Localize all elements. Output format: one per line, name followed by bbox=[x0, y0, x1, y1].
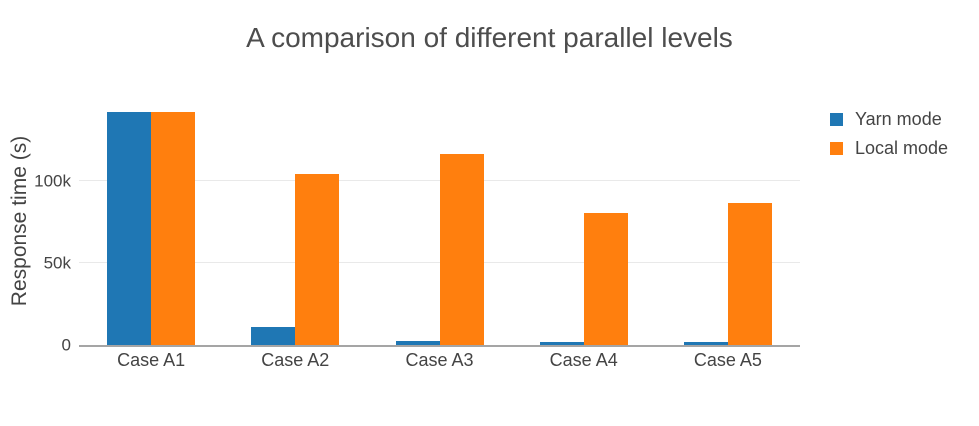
legend-item-local-mode[interactable]: Local mode bbox=[830, 137, 949, 159]
plot-area bbox=[79, 100, 800, 347]
y-tick-label-100k: 100k bbox=[34, 171, 71, 191]
legend-swatch-icon bbox=[830, 113, 843, 127]
x-tick-label-case-a1: Case A1 bbox=[117, 350, 186, 370]
legend-label: Yarn mode bbox=[855, 109, 942, 129]
legend-swatch-icon bbox=[830, 142, 843, 156]
x-tick-label-case-a4: Case A4 bbox=[549, 350, 618, 370]
bar-local-mode-case-a3[interactable] bbox=[439, 154, 484, 345]
x-tick-label-case-a5: Case A5 bbox=[693, 350, 762, 370]
x-tick-label-case-a2: Case A2 bbox=[261, 350, 330, 370]
chart-title: A comparison of different parallel level… bbox=[246, 22, 733, 53]
bar-local-mode-case-a1[interactable] bbox=[151, 111, 196, 345]
bar-yarn-mode-case-a5[interactable] bbox=[683, 342, 728, 345]
x-tick-label-case-a3: Case A3 bbox=[405, 350, 474, 370]
legend: Yarn mode Local mode bbox=[830, 109, 949, 159]
legend-label: Local mode bbox=[855, 137, 949, 158]
legend-item-yarn-mode[interactable]: Yarn mode bbox=[830, 109, 948, 130]
y-tick-label-0: 0 bbox=[61, 335, 71, 355]
bar-yarn-mode-case-a4[interactable] bbox=[539, 341, 584, 345]
bar-yarn-mode-case-a2[interactable] bbox=[251, 326, 296, 345]
bar-yarn-mode-case-a3[interactable] bbox=[395, 340, 440, 345]
bar-yarn-mode-case-a1[interactable] bbox=[107, 111, 152, 345]
bar-local-mode-case-a5[interactable] bbox=[727, 202, 772, 345]
x-axis-tick-labels: Case A1 Case A2 Case A3 Case A4 Case A5 bbox=[79, 350, 800, 374]
bar-local-mode-case-a4[interactable] bbox=[583, 213, 628, 345]
bar-local-mode-case-a2[interactable] bbox=[295, 174, 340, 345]
y-tick-label-50k: 50k bbox=[43, 253, 71, 273]
y-axis-tick-labels: 0 50k 100k bbox=[0, 100, 71, 353]
